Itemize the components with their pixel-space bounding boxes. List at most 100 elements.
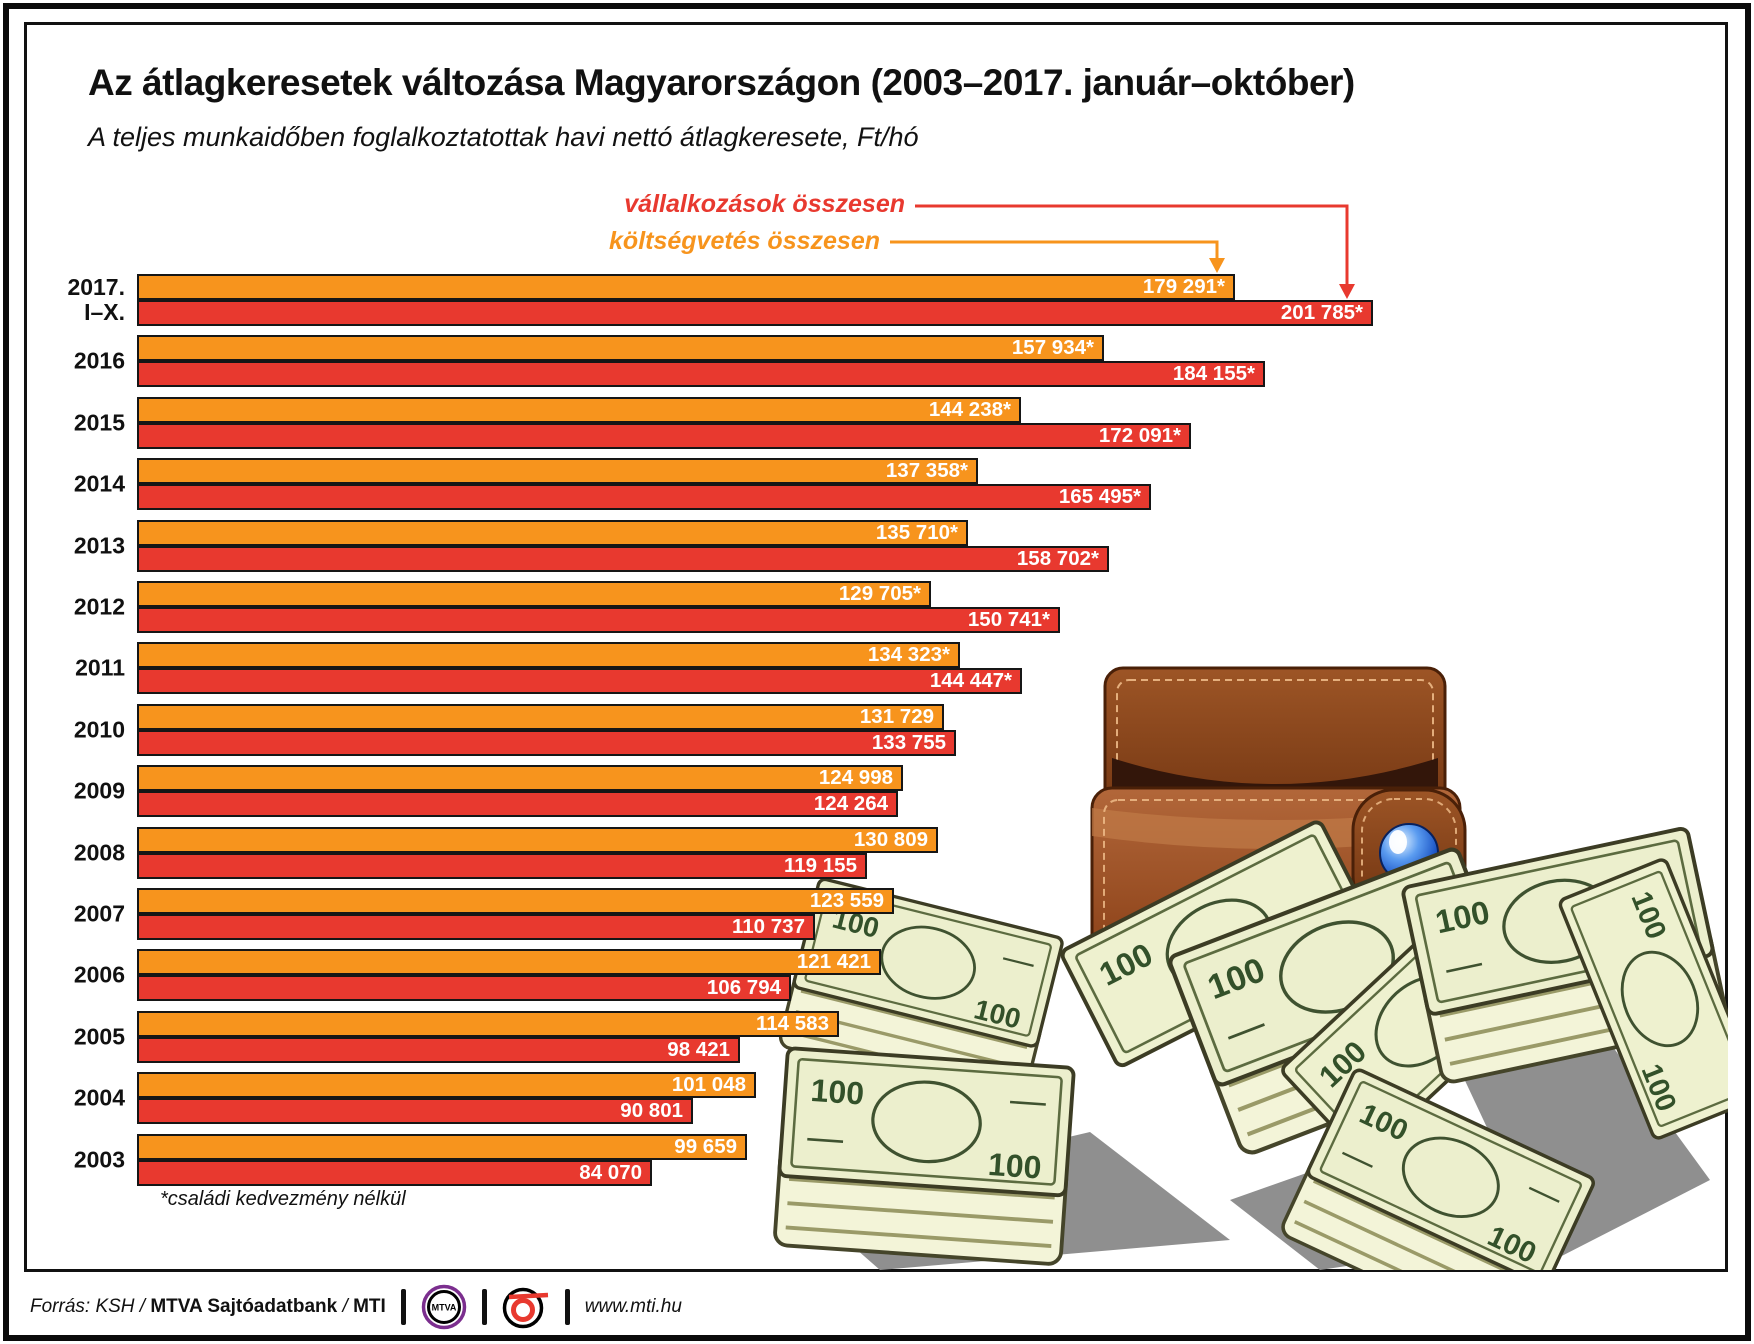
year-group-2015: 2015 144 238* 172 091*	[74, 397, 1387, 449]
year-label: 2008	[73, 839, 125, 866]
year-label: 2010	[73, 716, 125, 743]
bar-value-label: 110 737	[732, 914, 805, 938]
divider	[564, 1289, 570, 1325]
bar-vallalkozasok: 201 785*	[137, 300, 1373, 326]
year-label: 2014	[73, 470, 125, 497]
mti-logo-icon	[502, 1287, 548, 1329]
bar-value-label: 119 155	[784, 853, 857, 877]
mtva-logo-icon: MTVA	[421, 1284, 467, 1330]
year-group-2006: 2006 121 421 106 794	[74, 949, 1387, 1001]
legend-koltsegvetes: költségvetés összesen	[609, 227, 880, 255]
year-group-2009: 2009 124 998 124 264	[74, 765, 1387, 817]
bar-koltsegvetes: 131 729	[137, 704, 944, 730]
website-link[interactable]: www.mti.hu	[584, 1296, 682, 1317]
bar-value-label: 144 238*	[928, 397, 1011, 421]
bar-value-label: 130 809	[853, 827, 928, 851]
year-group-2013: 2013 135 710* 158 702*	[74, 520, 1387, 572]
source-mti: MTI	[353, 1296, 386, 1317]
bar-vallalkozasok: 119 155	[137, 853, 867, 879]
bar-value-label: 124 264	[813, 791, 888, 815]
year-group-2007: 2007 123 559 110 737	[74, 888, 1387, 940]
bar-value-label: 144 447*	[929, 668, 1012, 692]
bar-koltsegvetes: 101 048	[137, 1072, 756, 1098]
bar-value-label: 133 755	[871, 730, 946, 754]
year-group-2012: 2012 129 705* 150 741*	[74, 581, 1387, 633]
bar-vallalkozasok: 150 741*	[137, 607, 1060, 633]
year-label: 2005	[73, 1023, 125, 1050]
page-subtitle: A teljes munkaidőben foglalkoztatottak h…	[88, 122, 919, 152]
bar-value-label: 106 794	[706, 975, 781, 999]
bar-koltsegvetes: 144 238*	[137, 397, 1021, 423]
bar-koltsegvetes: 114 583	[137, 1011, 839, 1037]
bar-koltsegvetes: 179 291*	[137, 274, 1235, 300]
bar-value-label: 157 934*	[1011, 335, 1094, 359]
bar-koltsegvetes: 99 659	[137, 1134, 747, 1160]
bar-value-label: 135 710*	[875, 520, 958, 544]
year-label: 2013	[73, 532, 125, 559]
bar-vallalkozasok: 90 801	[137, 1098, 693, 1124]
shadow	[1460, 1032, 1710, 1262]
bar-value-label: 98 421	[667, 1037, 730, 1061]
bar-koltsegvetes: 124 998	[137, 765, 903, 791]
bar-value-label: 114 583	[756, 1011, 829, 1035]
bar-value-label: 131 729	[859, 704, 934, 728]
bar-chart: 2017. I–X. 179 291* 201 785* 2016 157 934* 184…	[67, 274, 1387, 1199]
bar-value-label: 150 741*	[967, 607, 1050, 631]
bar-value-label: 158 702*	[1016, 546, 1099, 570]
bar-koltsegvetes: 121 421	[137, 949, 881, 975]
bar-vallalkozasok: 106 794	[137, 975, 791, 1001]
bar-vallalkozasok: 165 495*	[137, 484, 1151, 510]
year-label: 2011	[75, 654, 125, 681]
year-label: 2003	[73, 1146, 125, 1173]
source-prefix: Forrás: KSH /	[30, 1296, 151, 1317]
year-label: 2004	[73, 1084, 125, 1111]
source-mtva: MTVA Sajtóadatbank	[150, 1296, 338, 1317]
bar-koltsegvetes: 135 710*	[137, 520, 968, 546]
bar-vallalkozasok: 158 702*	[137, 546, 1109, 572]
source-line: Forrás: KSH / MTVA Sajtóadatbank / MTI	[30, 1296, 386, 1318]
bar-vallalkozasok: 84 070	[137, 1160, 652, 1186]
bar-vallalkozasok: 110 737	[137, 914, 815, 940]
bar-value-label: 129 705*	[838, 581, 921, 605]
year-label: 2006	[73, 961, 125, 988]
bar-vallalkozasok: 172 091*	[137, 423, 1191, 449]
bar-value-label: 90 801	[620, 1098, 683, 1122]
bar-value-label: 101 048	[671, 1072, 746, 1096]
year-group-2017: 2017. I–X. 179 291* 201 785*	[67, 274, 1387, 326]
mtva-logo-text: MTVA	[431, 1303, 456, 1313]
bar-value-label: 172 091*	[1098, 423, 1181, 447]
bar-value-label: 201 785*	[1280, 300, 1363, 324]
year-label: 2015	[73, 409, 125, 436]
source-separator: /	[337, 1296, 354, 1317]
bar-value-label: 184 155*	[1172, 361, 1255, 385]
year-group-2016: 2016 157 934* 184 155*	[74, 335, 1387, 387]
bar-value-label: 99 659	[674, 1134, 737, 1158]
year-label: 2016	[73, 347, 125, 374]
year-group-2005: 2005 114 583 98 421	[74, 1011, 1387, 1063]
bar-value-label: 165 495*	[1058, 484, 1141, 508]
year-label: 2009	[73, 777, 125, 804]
bar-vallalkozasok: 184 155*	[137, 361, 1265, 387]
divider	[400, 1289, 406, 1325]
bar-value-label: 121 421	[796, 949, 871, 973]
bar-koltsegvetes: 130 809	[137, 827, 938, 853]
legend-vallalkozasok: vállalkozások összesen	[624, 190, 905, 218]
bar-value-label: 84 070	[579, 1160, 642, 1184]
bar-vallalkozasok: 144 447*	[137, 668, 1022, 694]
bar-value-label: 123 559	[809, 888, 884, 912]
bar-vallalkozasok: 133 755	[137, 730, 956, 756]
bar-value-label: 137 358*	[885, 458, 968, 482]
year-group-2010: 2010 131 729 133 755	[74, 704, 1387, 756]
year-label: 2017. I–X.	[67, 274, 125, 325]
page-title: Az átlagkeresetek változása Magyarország…	[88, 62, 1355, 103]
bar-koltsegvetes: 123 559	[137, 888, 894, 914]
bar-value-label: 179 291*	[1142, 274, 1225, 298]
bar-koltsegvetes: 134 323*	[137, 642, 960, 668]
year-group-2004: 2004 101 048 90 801	[74, 1072, 1387, 1124]
wallet-money-illustration: 100 100 100 100	[772, 666, 1728, 1270]
year-label: 2012	[73, 593, 125, 620]
bar-vallalkozasok: 124 264	[137, 791, 898, 817]
year-group-2011: 2011 134 323* 144 447*	[75, 642, 1387, 694]
divider	[481, 1289, 487, 1325]
bar-value-label: 124 998	[818, 765, 893, 789]
